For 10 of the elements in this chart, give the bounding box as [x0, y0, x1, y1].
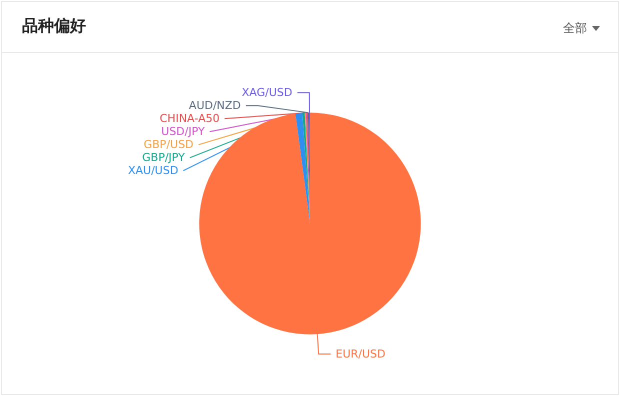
slice-label: USD/JPY: [161, 125, 205, 138]
slice-label: XAU/USD: [128, 164, 178, 178]
slice-label: CHINA-A50: [160, 112, 220, 126]
slice-label: AUD/NZD: [188, 99, 241, 112]
slice-label: XAG/USD: [242, 86, 292, 100]
slice-label: EUR/USD: [336, 348, 386, 361]
slice-label: GBP/USD: [144, 138, 194, 152]
chart-title: 品种偏好: [22, 16, 86, 37]
slice-label: GBP/JPY: [142, 151, 186, 164]
text: 全部: [563, 20, 587, 37]
